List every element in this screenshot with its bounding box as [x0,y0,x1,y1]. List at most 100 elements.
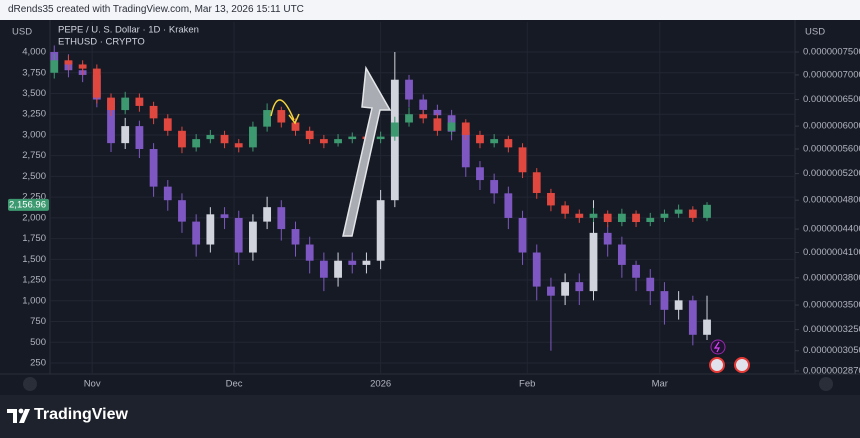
candle-body [390,122,399,137]
last-price-tag [8,198,49,211]
chart-bg [0,20,860,395]
candle-body [660,291,669,310]
candle-body [419,114,428,119]
candle-body [291,229,300,245]
candle-body [64,60,73,65]
candle-body [575,282,584,292]
candle-body [234,217,243,253]
y2-tick-label: 0.0000004400 [803,224,860,235]
candle-body [206,214,215,245]
candle-body [490,180,499,194]
y-tick-label: 2,000 [22,212,46,223]
y-axis-label: USD [12,27,32,38]
scale-button[interactable] [23,377,37,391]
candle-body [589,213,598,218]
y-tick-label: 3,750 [22,67,46,78]
candle-body [178,200,186,222]
y2-tick-label: 0.0000005600 [803,144,860,155]
candle-body [646,277,655,292]
y2-tick-label: 0.0000007000 [803,69,860,80]
candle-body [305,130,314,140]
header: dRends35 created with TradingView.com, M… [0,0,860,20]
y2-tick-label: 0.0000006000 [803,121,860,132]
candle-body [234,143,243,148]
y-tick-label: 4,000 [22,47,46,58]
candle-body [334,260,342,278]
candle-body [334,139,342,144]
legend-entry: ETHUSD · CRYPTO [58,37,145,48]
candle-body [617,213,626,223]
candle-body [532,172,541,193]
candle-body [220,214,229,218]
brand: TradingView [34,406,128,423]
candle-body [646,217,655,223]
curve-annotation [270,99,295,121]
candle-body [135,97,144,106]
candle-body [192,139,201,148]
y-tick-label: 250 [30,357,46,368]
last-price-label: 2,156.96 [9,199,46,210]
y-tick-label: 750 [30,316,46,327]
candle-body [121,126,130,144]
y-tick-label: 2,750 [22,150,46,161]
chart: USD USD PEPE / U. S. Dollar · 1D · Krake… [0,20,860,395]
candle-body [660,213,669,218]
candle-body [490,139,499,144]
candle-body [121,97,130,111]
candle-body [319,139,328,144]
x-tick-label: Mar [652,379,668,390]
event-icon[interactable] [709,357,725,373]
candle-body [461,122,470,135]
candle-body [674,300,683,310]
candle-body [178,130,186,148]
y-tick-label: 2,500 [22,171,46,182]
candle-body [461,131,470,168]
y2-tick-label: 0.0000003050 [803,345,860,356]
y2-tick-label: 0.0000004800 [803,195,860,206]
candle-body [50,60,59,73]
candle-body [376,136,385,140]
candle-body [362,260,371,265]
candle-body [348,136,357,140]
candle-body [319,260,328,278]
candle-body [135,126,144,150]
candle-body [603,232,612,245]
candle-body [547,286,555,296]
candle-body [92,68,101,98]
candle-body [291,122,300,131]
candle-body [632,264,640,278]
y2-tick-label: 0.0000003800 [803,272,860,283]
candle-body [107,99,115,144]
candle-body [575,213,584,218]
candle-body [547,192,555,206]
candle-body [688,209,697,218]
candle-body [107,97,115,111]
y-tick-label: 3,500 [22,88,46,99]
candle-body [703,319,711,335]
x-tick-label: 2026 [370,379,391,390]
candle-body [149,105,158,119]
candle-body [163,186,172,201]
candles [50,45,711,351]
y-tick-label: 2,250 [22,192,46,203]
candle-body [433,118,442,131]
event-icon[interactable] [710,339,726,355]
footer: TradingView [0,395,860,438]
candle-body [405,79,413,100]
y-tick-label: 1,000 [22,295,46,306]
candle-body [447,122,456,131]
candle-body [376,200,385,261]
candle-body [348,260,357,265]
y-tick-label: 1,500 [22,254,46,265]
candle-body [263,207,272,222]
candle-body [674,209,683,214]
candle-body [504,139,513,148]
candle-body [561,282,570,296]
settings-button[interactable] [819,377,833,391]
event-icon[interactable] [734,357,750,373]
y2-tick-label: 0.0000007500 [803,47,860,58]
candle-body [476,167,484,181]
candle-body [277,207,286,230]
y-tick-label: 3,250 [22,109,46,120]
